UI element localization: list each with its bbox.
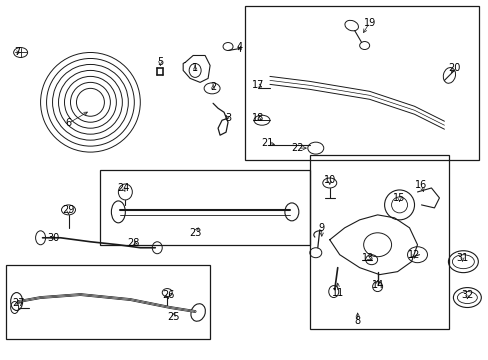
Text: 12: 12: [407, 250, 420, 260]
Text: 27: 27: [12, 297, 25, 307]
Text: 15: 15: [392, 193, 405, 203]
Text: 13: 13: [361, 253, 373, 263]
Bar: [244, 6, 478, 160]
Bar: [309, 155, 448, 329]
Text: 22: 22: [291, 143, 304, 153]
Text: 19: 19: [363, 18, 375, 28]
Text: 18: 18: [251, 113, 264, 123]
Text: 25: 25: [166, 312, 179, 323]
Text: 14: 14: [371, 280, 383, 289]
Text: 9: 9: [318, 223, 324, 233]
Text: 26: 26: [162, 289, 174, 300]
Text: 23: 23: [188, 228, 201, 238]
Text: 17: 17: [251, 80, 264, 90]
Text: 28: 28: [127, 238, 139, 248]
Text: 31: 31: [455, 253, 468, 263]
Text: 5: 5: [157, 58, 163, 67]
Text: 30: 30: [47, 233, 60, 243]
Text: 29: 29: [62, 205, 75, 215]
Text: 4: 4: [237, 41, 243, 51]
Text: 20: 20: [447, 63, 460, 73]
Text: 24: 24: [117, 183, 129, 193]
Text: 32: 32: [460, 289, 472, 300]
Bar: [6, 265, 210, 339]
Text: 3: 3: [224, 113, 231, 123]
Text: 16: 16: [414, 180, 427, 190]
Text: 1: 1: [192, 63, 198, 73]
Text: 2: 2: [209, 82, 216, 93]
Text: 10: 10: [323, 175, 335, 185]
Text: 21: 21: [261, 138, 274, 148]
Bar: [100, 170, 309, 245]
Text: 6: 6: [65, 118, 71, 128]
Text: 8: 8: [354, 316, 360, 327]
Text: 11: 11: [331, 288, 343, 298]
Text: 7: 7: [15, 48, 20, 58]
